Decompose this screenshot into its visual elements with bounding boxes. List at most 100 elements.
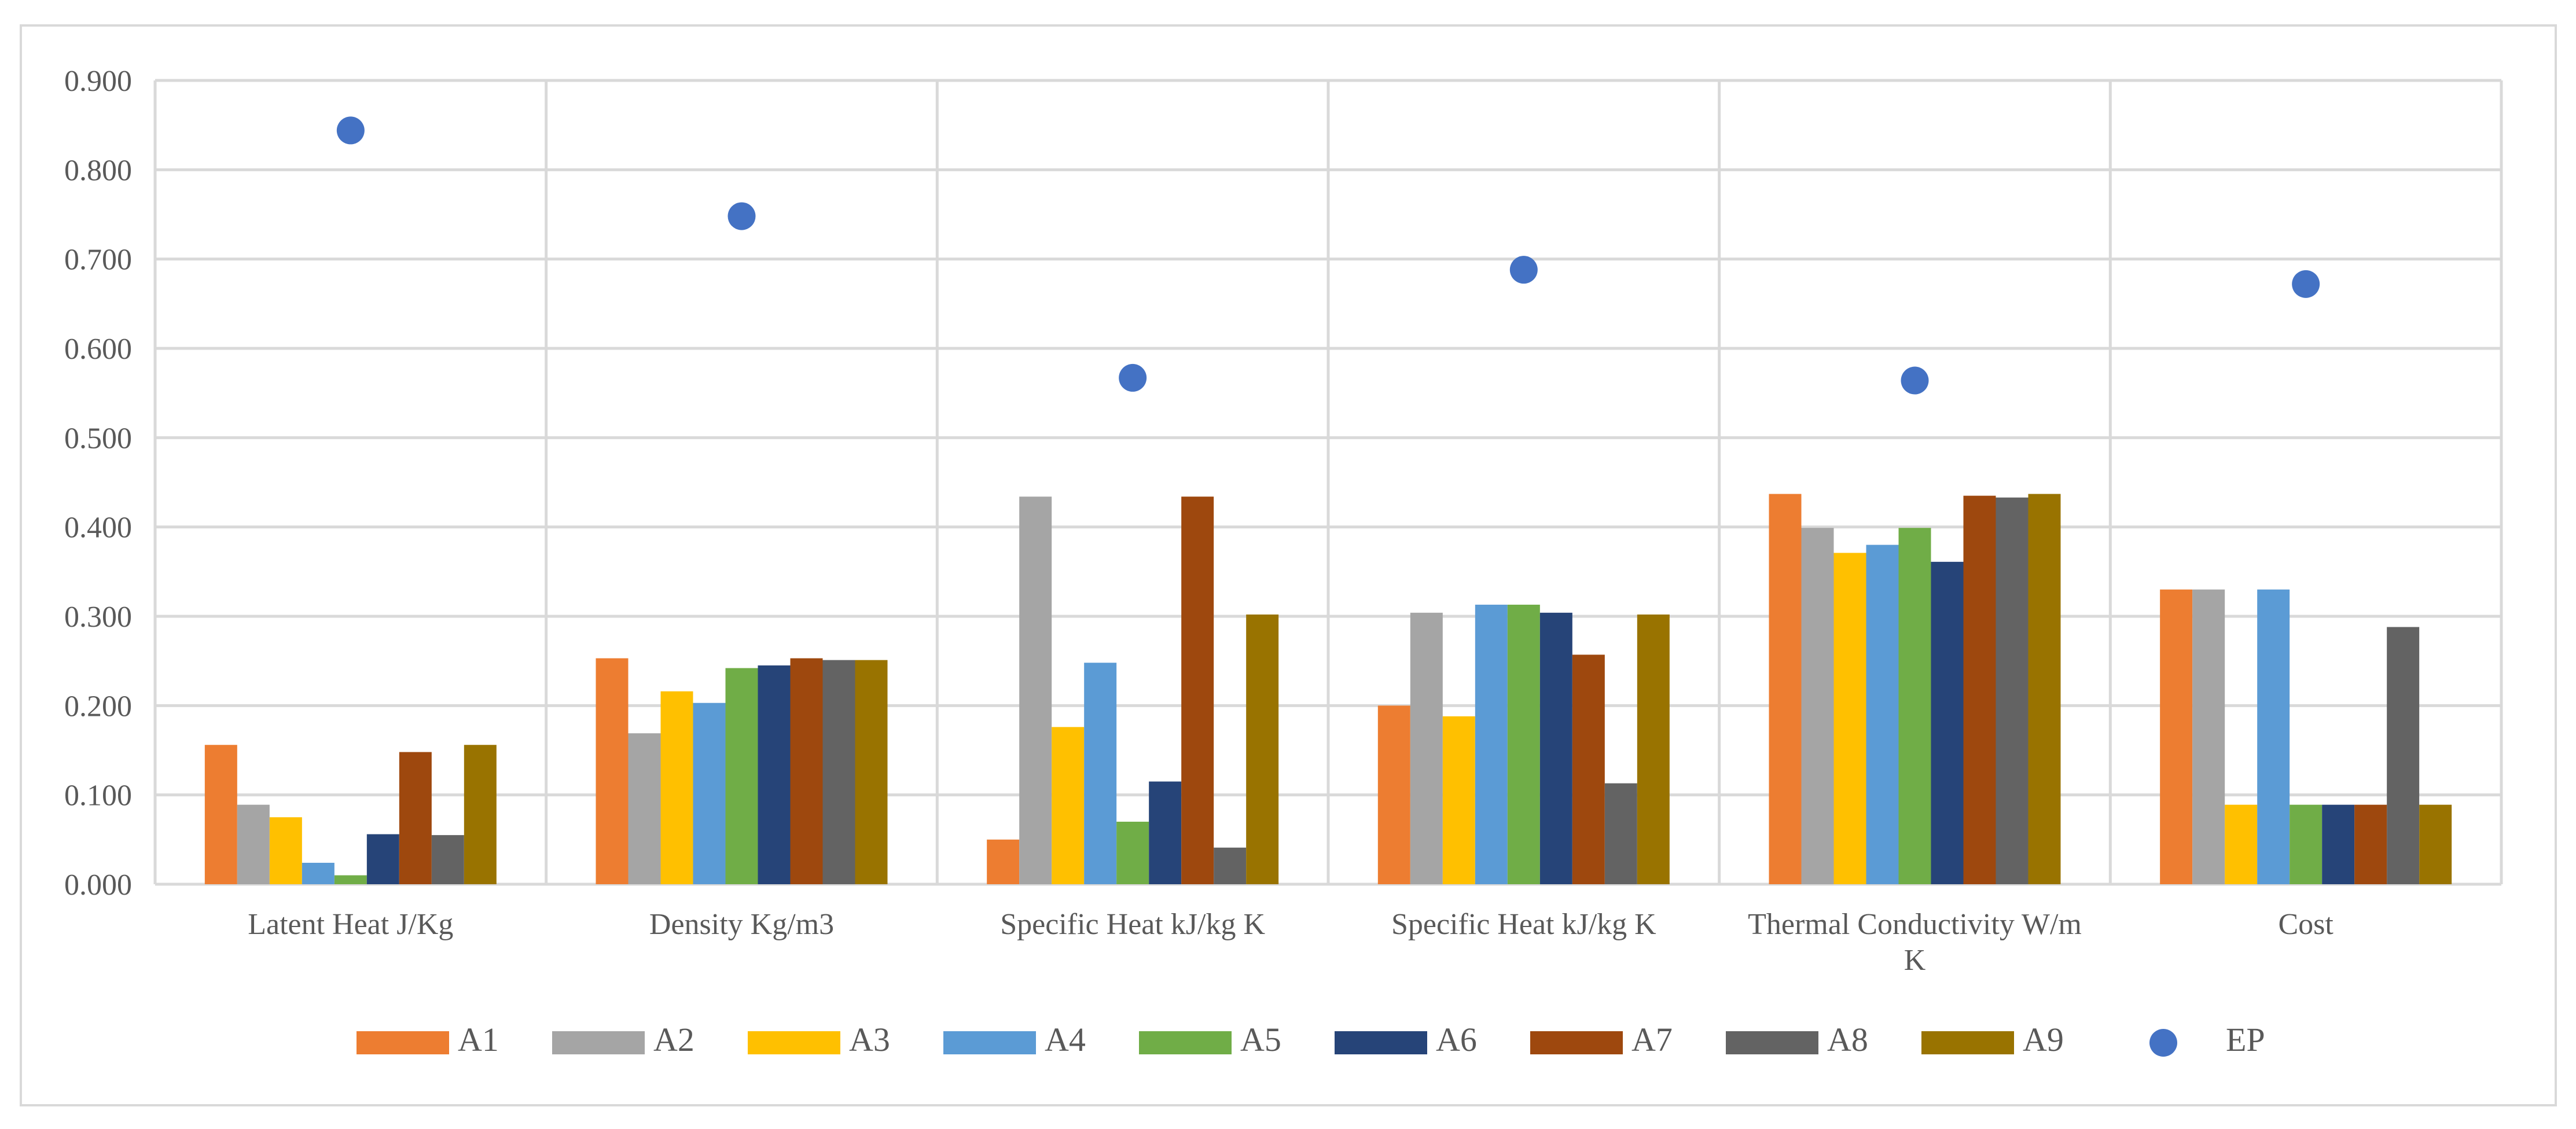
legend-label-A8: A8: [1827, 1021, 1868, 1058]
bar-A5-4: [1898, 528, 1931, 884]
point-EP-4: [1901, 366, 1929, 395]
bar-A9-0: [464, 745, 497, 884]
legend-swatch-A5: [1139, 1031, 1232, 1054]
bar-A8-2: [1214, 847, 1247, 884]
bar-A3-2: [1052, 727, 1085, 884]
bar-A4-4: [1866, 545, 1899, 884]
legend-label-A1: A1: [458, 1021, 499, 1058]
bar-A2-1: [628, 733, 661, 884]
bar-A5-3: [1507, 604, 1540, 884]
y-tick-label: 0.700: [64, 244, 132, 277]
bar-A4-0: [302, 862, 335, 884]
y-tick-label: 0.900: [64, 65, 132, 98]
bar-A9-4: [2028, 494, 2061, 884]
category-labels: Latent Heat J/Kg Density Kg/m3 Specific He…: [248, 908, 2334, 977]
bar-A5-1: [725, 668, 758, 884]
bar-A2-5: [2192, 589, 2225, 884]
bar-A3-5: [2225, 804, 2258, 884]
bar-A6-2: [1149, 781, 1182, 884]
legend-label-A3: A3: [849, 1021, 890, 1058]
bars: [204, 494, 2452, 884]
legend-label-A4: A4: [1045, 1021, 1086, 1058]
bar-A7-2: [1181, 497, 1214, 884]
legend-label-A2: A2: [653, 1021, 694, 1058]
legend-swatch-A3: [748, 1031, 840, 1054]
bar-A1-2: [987, 839, 1020, 884]
category-label: Cost: [2278, 908, 2334, 941]
gridlines: [153, 79, 2503, 886]
bar-A1-0: [204, 745, 237, 884]
bar-A5-0: [334, 875, 367, 884]
category-label: Specific Heat kJ/kg K: [1000, 908, 1265, 941]
legend-swatch-EP: [2149, 1029, 2177, 1057]
bar-A1-5: [2160, 589, 2193, 884]
bar-A7-5: [2354, 804, 2387, 884]
bar-A1-3: [1377, 705, 1410, 884]
bar-A7-3: [1572, 654, 1605, 884]
bar-A1-4: [1769, 494, 1802, 884]
legend-swatch-A1: [357, 1031, 449, 1054]
bar-A2-3: [1410, 612, 1443, 884]
bar-A7-0: [399, 752, 432, 884]
legend-swatch-A9: [1921, 1031, 2014, 1054]
bar-A8-0: [431, 835, 464, 884]
legend-label-EP: EP: [2226, 1021, 2265, 1058]
bar-A6-4: [1931, 561, 1964, 884]
legend-swatch-A4: [943, 1031, 1036, 1054]
legend-swatch-A7: [1530, 1031, 1623, 1054]
point-EP-2: [1119, 363, 1147, 392]
bar-A6-5: [2322, 804, 2355, 884]
y-tick-label: 0.200: [64, 690, 132, 723]
category-label: Density Kg/m3: [649, 908, 834, 941]
bar-A4-5: [2257, 589, 2290, 884]
bar-A7-4: [1963, 495, 1996, 884]
bar-A2-0: [237, 804, 270, 884]
bar-A2-4: [1801, 528, 1834, 884]
bar-A4-2: [1084, 663, 1117, 884]
y-tick-label: 0.600: [64, 333, 132, 366]
legend-swatch-A6: [1335, 1031, 1427, 1054]
bar-A3-3: [1442, 716, 1475, 884]
legend-swatch-A8: [1726, 1031, 1818, 1054]
legend: A1 A2 A3 A4 A5 A6 A7 A8 A9 EP: [357, 1021, 2265, 1058]
y-tick-label: 0.800: [64, 154, 132, 187]
category-label: Thermal Conductivity W/m: [1748, 908, 2082, 941]
legend-label-A7: A7: [1631, 1021, 1673, 1058]
bar-A3-1: [660, 691, 693, 884]
y-tick-label: 0.100: [64, 779, 132, 812]
y-axis-ticks: 0.000 0.100 0.200 0.300 0.400 0.500 0.600 0.700…: [64, 65, 132, 902]
chart-frame: 0.000 0.100 0.200 0.300 0.400 0.500 0.600 0.700…: [20, 24, 2557, 1106]
bar-A8-5: [2387, 627, 2420, 884]
bar-A2-2: [1019, 497, 1052, 884]
legend-label-A6: A6: [1436, 1021, 1477, 1058]
ep-points: [336, 116, 2320, 395]
bar-A9-2: [1246, 614, 1279, 884]
bar-chart: 0.000 0.100 0.200 0.300 0.400 0.500 0.600 0.700…: [64, 65, 2503, 1058]
y-tick-label: 0.300: [64, 601, 132, 634]
bar-A4-1: [693, 703, 726, 884]
category-label: Specific Heat kJ/kg K: [1391, 908, 1656, 941]
point-EP-0: [336, 116, 365, 145]
point-EP-3: [1509, 256, 1538, 284]
bar-A8-3: [1604, 783, 1637, 884]
legend-label-A5: A5: [1240, 1021, 1281, 1058]
bar-A6-1: [758, 665, 791, 884]
y-tick-label: 0.000: [64, 869, 132, 902]
bar-A5-2: [1116, 821, 1149, 884]
bar-A5-5: [2290, 804, 2323, 884]
bar-A9-1: [855, 660, 888, 884]
bar-A9-3: [1637, 614, 1670, 884]
bar-A9-5: [2419, 804, 2452, 884]
point-EP-5: [2292, 270, 2320, 298]
category-label: Latent Heat J/Kg: [248, 908, 453, 941]
category-label: K: [1904, 944, 1926, 977]
y-tick-label: 0.400: [64, 512, 132, 545]
bar-A3-0: [269, 817, 302, 884]
bar-A6-0: [366, 834, 399, 884]
bar-A7-1: [790, 658, 823, 884]
bar-A4-3: [1475, 604, 1508, 884]
legend-swatch-A2: [552, 1031, 645, 1054]
bar-A1-1: [596, 658, 629, 884]
y-tick-label: 0.500: [64, 422, 132, 455]
bar-A6-3: [1539, 612, 1572, 884]
